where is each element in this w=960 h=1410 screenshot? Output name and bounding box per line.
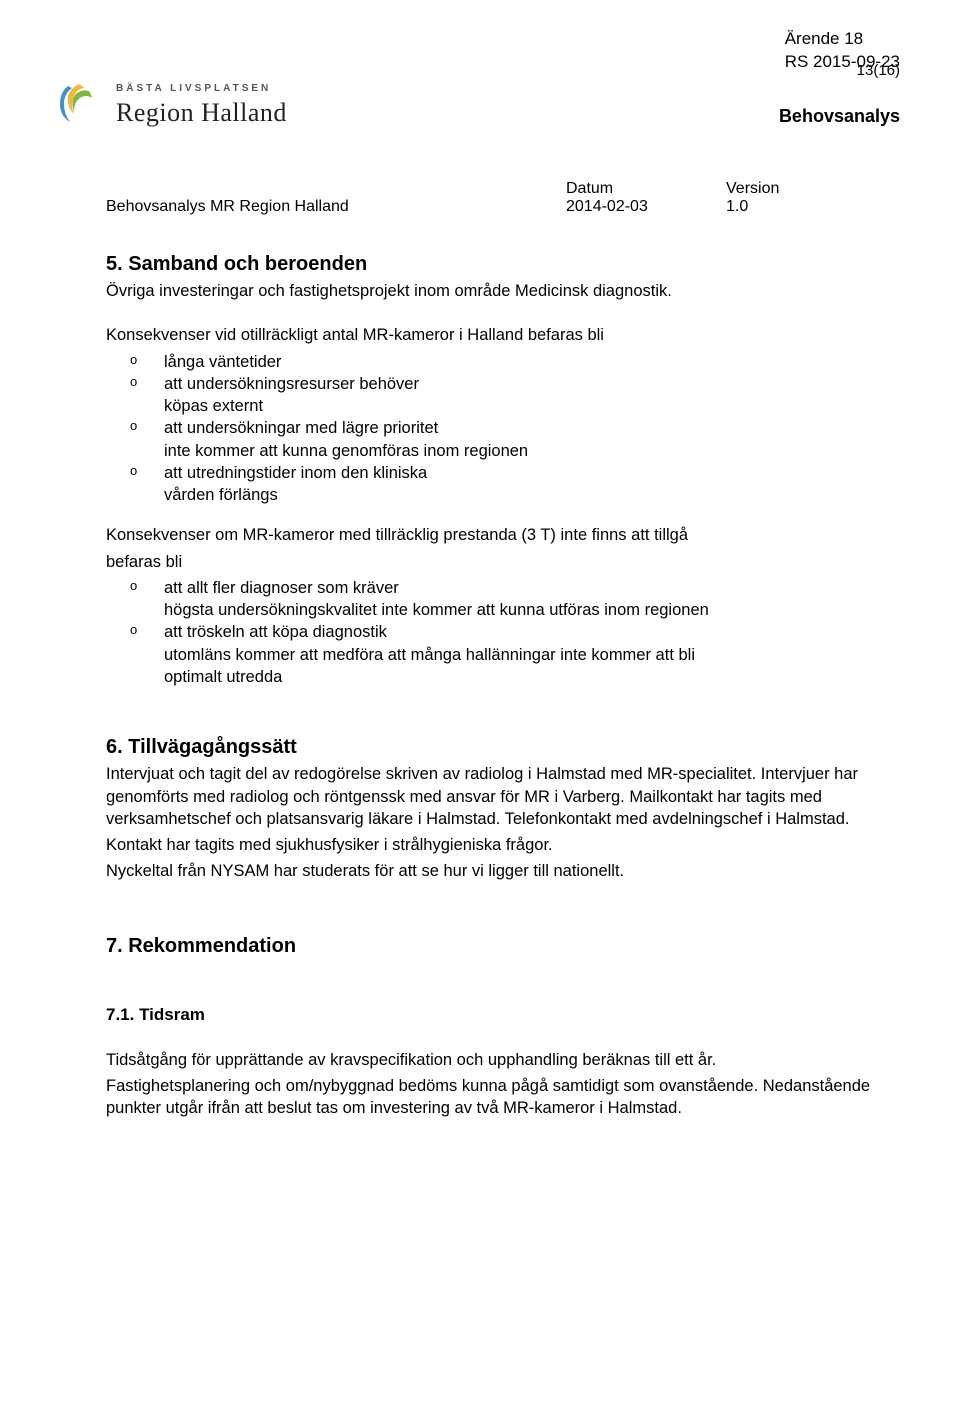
list-item: o att undersökningsresurser behöver (106, 373, 880, 395)
bullet-text: långa väntetider (164, 351, 880, 373)
meta-title: Behovsanalys MR Region Halland (106, 198, 566, 216)
doc-type-title: Behovsanalys (779, 106, 900, 127)
datum-label: Datum (566, 180, 726, 198)
section-5-para1-lead: Konsekvenser vid otillräckligt antal MR-… (106, 324, 880, 346)
section-5-heading: 5. Samband och beroenden (106, 251, 880, 278)
bullet-icon: o (106, 577, 164, 599)
section-7-1-p1: Tidsåtgång för upprättande av kravspecif… (106, 1049, 880, 1071)
section-6-heading: 6. Tillvägagångssätt (106, 734, 880, 761)
bullet-continuation: köpas externt (106, 395, 880, 417)
section-7-1-p2: Fastighetsplanering och om/nybyggnad bed… (106, 1075, 880, 1120)
logo-mark-icon (50, 78, 104, 132)
bullet-icon: o (106, 373, 164, 395)
bullet-text: att utredningstider inom den kliniska (164, 462, 880, 484)
list-item: o att utredningstider inom den kliniska (106, 462, 880, 484)
list-item: o att undersökningar med lägre prioritet (106, 417, 880, 439)
bullet-icon: o (106, 417, 164, 439)
bullet-icon: o (106, 621, 164, 643)
section-5-para2-lead1: Konsekvenser om MR-kameror med tillräckl… (106, 524, 880, 546)
case-line-1: Ärende 18 (785, 28, 900, 51)
bullet-continuation: optimalt utredda (106, 666, 880, 688)
datum-value: 2014-02-03 (566, 198, 726, 216)
section-5-intro: Övriga investeringar och fastighetsproje… (106, 280, 880, 302)
list-item: o långa väntetider (106, 351, 880, 373)
bullet-text: att undersökningsresurser behöver (164, 373, 880, 395)
section-5-para2-lead2: befaras bli (106, 551, 880, 573)
meta-row: Behovsanalys MR Region Halland Datum 201… (106, 180, 900, 216)
bullet-icon: o (106, 462, 164, 484)
section-6-p3: Nyckeltal från NYSAM har studerats för a… (106, 860, 880, 882)
logo: BÄSTA LIVSPLATSEN Region Halland (50, 78, 287, 132)
list-item: o att allt fler diagnoser som kräver (106, 577, 880, 599)
logo-name: Region Halland (116, 98, 287, 128)
section-6-p1: Intervjuat och tagit del av redogörelse … (106, 763, 880, 830)
main-content: 5. Samband och beroenden Övriga invester… (106, 245, 880, 1123)
list-item: o att tröskeln att köpa diagnostik (106, 621, 880, 643)
logo-text: BÄSTA LIVSPLATSEN Region Halland (116, 83, 287, 128)
logo-tagline: BÄSTA LIVSPLATSEN (116, 83, 287, 94)
bullet-continuation: högsta undersökningskvalitet inte kommer… (106, 599, 880, 621)
bullet-icon: o (106, 351, 164, 373)
bullet-continuation: vården förlängs (106, 484, 880, 506)
section-7-1-heading: 7.1. Tidsram (106, 1004, 880, 1027)
bullet-text: att undersökningar med lägre prioritet (164, 417, 880, 439)
section-6-p2: Kontakt har tagits med sjukhusfysiker i … (106, 834, 880, 856)
bullet-text: att tröskeln att köpa diagnostik (164, 621, 880, 643)
version-label: Version (726, 180, 846, 198)
section-7-heading: 7. Rekommendation (106, 933, 880, 960)
bullet-text: att allt fler diagnoser som kräver (164, 577, 880, 599)
bullet-continuation: inte kommer att kunna genomföras inom re… (106, 440, 880, 462)
page-number: 13(16) (857, 62, 900, 79)
document-page: Ärende 18 RS 2015-09-23 13(16) Behovsana… (0, 0, 960, 1410)
bullet-continuation: utomläns kommer att medföra att många ha… (106, 644, 880, 666)
version-value: 1.0 (726, 198, 846, 216)
